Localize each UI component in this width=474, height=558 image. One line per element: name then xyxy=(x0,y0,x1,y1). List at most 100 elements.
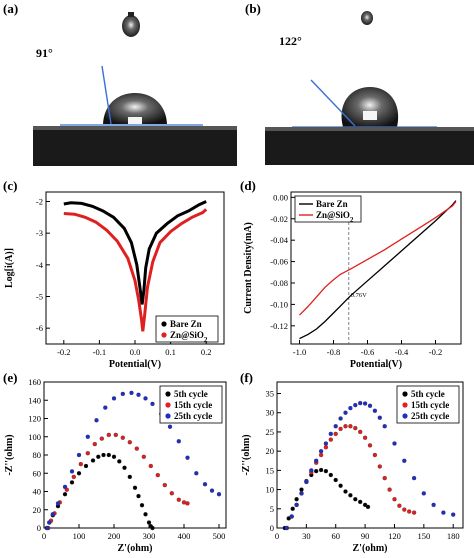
y-tick-label: 5 xyxy=(270,504,274,514)
x-axis-label: Z'(ohm) xyxy=(118,543,153,554)
data-point xyxy=(328,431,333,437)
data-point xyxy=(162,482,167,488)
data-point xyxy=(299,491,304,496)
data-point xyxy=(328,472,333,478)
legend-label-1: 15th cycle xyxy=(174,400,212,410)
legend-label-0: 5th cycle xyxy=(411,389,445,399)
data-point xyxy=(402,507,407,512)
data-point xyxy=(90,458,96,463)
legend-marker xyxy=(402,413,408,419)
contact-angle-photo-b xyxy=(265,11,474,165)
series-line-1 xyxy=(63,208,208,332)
x-tick-label: 0.0 xyxy=(130,347,141,357)
data-point xyxy=(358,499,363,505)
legend-label-1: Zn@SiO2 xyxy=(170,330,208,344)
y-tick-label: -0.04 xyxy=(270,235,288,245)
data-point xyxy=(176,497,181,502)
sessile-droplet xyxy=(341,87,399,127)
data-point xyxy=(441,510,446,515)
data-point xyxy=(141,454,146,459)
panel-b: (b) 122° xyxy=(237,0,474,178)
y-tick-label: -0.10 xyxy=(270,299,288,309)
data-point xyxy=(362,401,368,406)
series-line-1 xyxy=(299,201,457,316)
panel-label-c: (c) xyxy=(3,178,17,193)
chart-c: (c) -0.2 -0.1 0.0 0.1 0.2 -6 -5 -4 -3 -2 Potential(… xyxy=(3,178,225,370)
data-point xyxy=(132,485,138,490)
data-point xyxy=(55,501,61,506)
x-tick-label: 300 xyxy=(143,531,156,541)
data-point xyxy=(209,488,215,493)
legend-marker xyxy=(402,402,408,408)
data-point xyxy=(83,463,89,469)
data-point xyxy=(343,489,348,494)
contact-angle-a: 91° xyxy=(36,46,53,60)
x-tick-label: -0.1 xyxy=(93,347,106,357)
data-point xyxy=(106,432,111,438)
data-point xyxy=(202,482,208,487)
data-point xyxy=(150,401,155,407)
data-point xyxy=(343,410,348,415)
chart-d: (d) -1.0 -0.8 -0.6 -0.4 -0.2 0.00 -0.02 -0.04 -0.… xyxy=(240,178,462,370)
legend-marker xyxy=(402,391,408,397)
y-tick-label: -0.12 xyxy=(270,321,288,331)
data-point xyxy=(69,480,75,485)
legend-label-2: 25th cycle xyxy=(411,411,449,421)
panel-label-b: (b) xyxy=(245,1,261,16)
data-point xyxy=(348,493,353,498)
data-point xyxy=(377,415,382,420)
data-point xyxy=(127,440,132,445)
data-point xyxy=(113,432,118,438)
substrate xyxy=(33,126,237,166)
x-tick-label: 100 xyxy=(73,531,86,541)
x-tick-label: 200 xyxy=(108,531,121,541)
legend-label-2: 25th cycle xyxy=(174,411,212,421)
y-tick-label: 60 xyxy=(33,468,42,478)
sessile-droplet xyxy=(103,93,167,124)
data-point xyxy=(101,452,106,458)
data-point xyxy=(85,451,90,456)
y-tick-label: -6 xyxy=(36,323,43,333)
data-point xyxy=(377,464,382,469)
x-tick-label: 400 xyxy=(178,531,191,541)
data-point xyxy=(387,487,392,492)
data-point xyxy=(284,525,289,531)
data-point xyxy=(71,474,76,480)
data-point xyxy=(106,452,111,458)
series-line-0 xyxy=(299,200,457,340)
data-point xyxy=(111,454,117,459)
data-point xyxy=(194,471,199,476)
data-point xyxy=(353,425,358,431)
data-point xyxy=(176,439,181,444)
data-point xyxy=(367,403,373,408)
data-point xyxy=(333,477,338,483)
data-point xyxy=(367,443,373,448)
y-axis-label: -Z''(ohm) xyxy=(241,434,252,475)
x-tick-label: 60 xyxy=(331,531,340,541)
y-tick-label: 80 xyxy=(33,450,42,460)
plot-frame xyxy=(290,191,462,345)
data-point xyxy=(143,512,148,517)
data-point xyxy=(50,512,55,517)
substrate-edge xyxy=(265,127,474,131)
data-point xyxy=(129,390,134,396)
data-point xyxy=(122,465,127,470)
data-point xyxy=(338,426,343,432)
x-tick-label: -1.0 xyxy=(293,347,306,357)
x-tick-label: 120 xyxy=(388,531,401,541)
legend-marker xyxy=(161,332,167,338)
data-point xyxy=(289,514,294,519)
data-point xyxy=(216,492,222,497)
x-tick-label: -0.4 xyxy=(395,347,409,357)
y-tick-label: 40 xyxy=(33,487,42,497)
y-tick-label: 0 xyxy=(37,523,41,533)
y-tick-label: 20 xyxy=(33,505,42,515)
data-point xyxy=(169,491,174,496)
annotation-label: 0.76V xyxy=(351,292,367,299)
data-point xyxy=(120,391,125,397)
x-tick-label: 0 xyxy=(42,531,46,541)
data-point xyxy=(323,441,329,446)
data-point xyxy=(148,463,153,469)
x-tick-label: -0.6 xyxy=(361,347,374,357)
x-tick-label: -0.2 xyxy=(429,347,442,357)
